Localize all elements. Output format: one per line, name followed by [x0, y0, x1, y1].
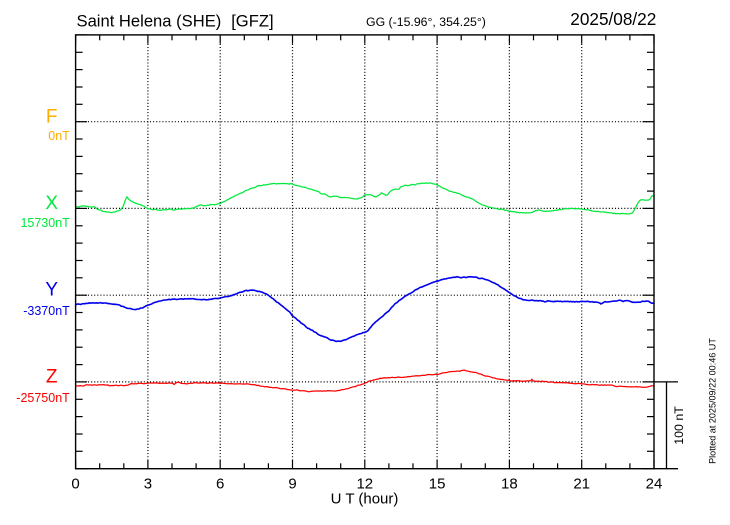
svg-text:Y: Y: [45, 280, 58, 301]
svg-text:24: 24: [646, 475, 663, 492]
svg-text:Plotted at 2025/09/22 00:46 UT: Plotted at 2025/09/22 00:46 UT: [707, 338, 717, 464]
svg-text:6: 6: [216, 475, 224, 492]
svg-text:12: 12: [356, 475, 373, 492]
svg-text:100 nT: 100 nT: [672, 406, 686, 445]
svg-text:18: 18: [501, 475, 518, 492]
svg-text:U T (hour): U T (hour): [331, 491, 399, 508]
svg-text:0nT: 0nT: [48, 129, 70, 143]
svg-text:2025/08/22: 2025/08/22: [570, 9, 656, 29]
svg-text:15730nT: 15730nT: [20, 216, 70, 230]
svg-text:9: 9: [288, 475, 296, 492]
svg-text:Saint Helena (SHE): Saint Helena (SHE): [77, 11, 222, 30]
svg-text:F: F: [46, 106, 58, 127]
svg-text:0: 0: [71, 475, 79, 492]
svg-text:Z: Z: [46, 367, 58, 388]
svg-text:-25750nT: -25750nT: [16, 391, 70, 405]
svg-text:21: 21: [573, 475, 590, 492]
svg-text:X: X: [45, 193, 58, 214]
svg-text:-3370nT: -3370nT: [23, 304, 70, 318]
svg-text:[GFZ]: [GFZ]: [231, 11, 273, 30]
svg-text:15: 15: [429, 475, 446, 492]
svg-text:GG (-15.96°, 354.25°): GG (-15.96°, 354.25°): [366, 15, 486, 29]
svg-text:3: 3: [144, 475, 152, 492]
